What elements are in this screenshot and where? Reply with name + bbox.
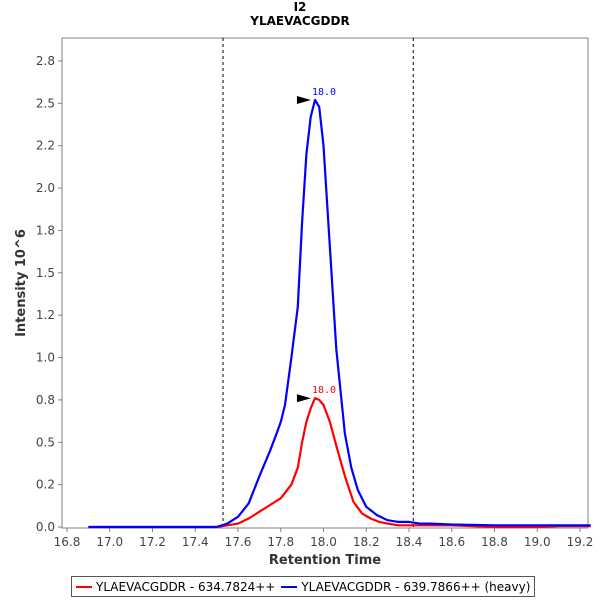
x-tick-label: 16.8 (54, 535, 81, 549)
x-axis: 16.8 17.0 17.2 17.4 17.6 17.8 18.0 18.2 18.4 18.6… (54, 528, 594, 549)
y-tick-label: 0.2 (36, 478, 55, 492)
peak-time-label: 18.0 (312, 87, 336, 98)
y-tick-label: 0.0 (36, 520, 55, 534)
y-tick-label: 2.0 (36, 181, 55, 195)
x-tick-label: 17.8 (267, 535, 294, 549)
y-tick-label: 0.5 (36, 435, 55, 449)
peak-boundaries (222, 38, 414, 528)
legend-label-light: YLAEVACGDDR - 634.7824++ (96, 579, 276, 594)
y-tick-label: 1.5 (36, 266, 55, 280)
legend-item-heavy: YLAEVACGDDR - 639.7866++ (heavy) (281, 580, 530, 594)
x-tick-label: 17.4 (182, 535, 209, 549)
y-tick-label: 1.0 (36, 351, 55, 365)
y-tick-label: 2.8 (36, 54, 55, 68)
legend-swatch-blue (281, 585, 298, 588)
y-tick-label: 0.8 (36, 393, 55, 407)
peak-arrow-icon (296, 394, 311, 403)
y-axis: 0.0 0.2 0.5 0.8 1.0 1.2 1.5 1.8 2.0 2.2 2.5 2.8 (36, 54, 62, 534)
series-lines (88, 98, 591, 529)
legend: YLAEVACGDDR - 634.7824++ YLAEVACGDDR - 6… (71, 576, 536, 597)
chart-title: I2 (294, 0, 307, 14)
peak-arrow-icon (296, 95, 311, 104)
x-tick-label: 18.8 (481, 535, 508, 549)
x-tick-label: 17.6 (225, 535, 252, 549)
legend-item-light: YLAEVACGDDR - 634.7824++ (76, 580, 275, 594)
x-tick-label: 18.2 (353, 535, 380, 549)
x-tick-label: 18.0 (310, 535, 337, 549)
x-tick-label: 17.0 (96, 535, 123, 549)
y-tick-label: 1.2 (36, 308, 55, 322)
chart-subtitle: YLAEVACGDDR (249, 14, 349, 28)
y-tick-label: 2.5 (36, 96, 55, 110)
x-tick-label: 19.2 (567, 535, 594, 549)
x-tick-label: 18.6 (438, 535, 465, 549)
y-tick-label: 1.8 (36, 223, 55, 237)
legend-label-heavy: YLAEVACGDDR - 639.7866++ (heavy) (301, 579, 531, 594)
x-tick-label: 17.2 (139, 535, 166, 549)
series-line-heavy (88, 98, 591, 529)
legend-swatch-red (76, 585, 92, 588)
y-tick-label: 2.2 (36, 139, 55, 153)
plot-area (61, 37, 589, 529)
x-tick-label: 18.4 (396, 535, 423, 549)
peak-time-label: 18.0 (312, 385, 336, 396)
y-axis-label: Intensity 10^6 (14, 229, 29, 337)
series-line-light (88, 397, 591, 529)
x-tick-label: 19.0 (524, 535, 551, 549)
peak-markers: 18.0 18.0 (296, 87, 336, 403)
x-axis-label: Retention Time (269, 553, 381, 568)
